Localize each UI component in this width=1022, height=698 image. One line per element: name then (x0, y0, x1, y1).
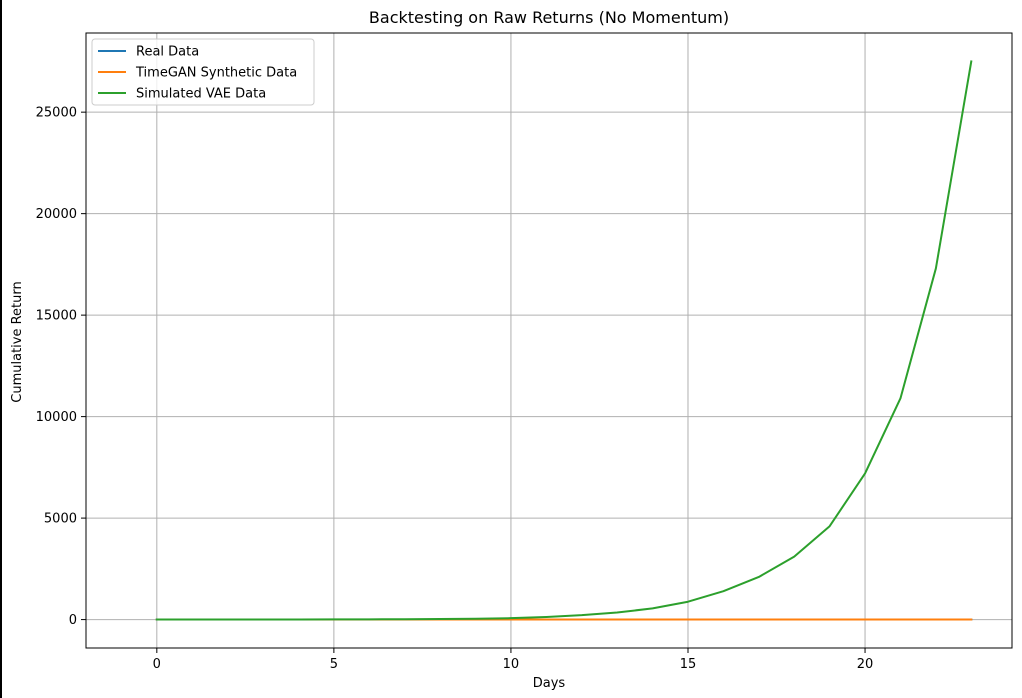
y-tick-label: 20000 (36, 207, 77, 222)
y-tick-label: 0 (69, 613, 77, 628)
x-tick-label: 20 (857, 657, 874, 672)
x-tick-label: 15 (680, 657, 697, 672)
y-ticks: 0 5000 10000 15000 20000 25000 (36, 106, 86, 628)
legend-label: Simulated VAE Data (136, 87, 266, 102)
x-tick-label: 5 (330, 657, 338, 672)
series-line-simulated-vae-data (155, 60, 973, 621)
legend-label: TimeGAN Synthetic Data (135, 66, 297, 81)
plot-border (85, 32, 1013, 649)
chart-title: Backtesting on Raw Returns (No Momentum) (369, 8, 729, 27)
y-tick-label: 10000 (36, 410, 77, 425)
legend: Real Data TimeGAN Synthetic Data Simulated… (91, 38, 315, 106)
x-tick-label: 10 (503, 657, 520, 672)
y-tick-label: 15000 (36, 309, 77, 324)
legend-box (91, 38, 315, 106)
grid (86, 33, 1012, 648)
series-lines (155, 60, 973, 621)
y-tick-label: 25000 (36, 106, 77, 121)
y-axis-label: Cumulative Return (10, 281, 25, 402)
legend-label: Real Data (136, 45, 199, 60)
window-edge (0, 0, 2, 698)
x-axis-label: Days (533, 676, 566, 691)
y-tick-label: 5000 (44, 512, 77, 527)
x-tick-label: 0 (153, 657, 161, 672)
x-ticks: 0 5 10 15 20 (153, 648, 874, 672)
